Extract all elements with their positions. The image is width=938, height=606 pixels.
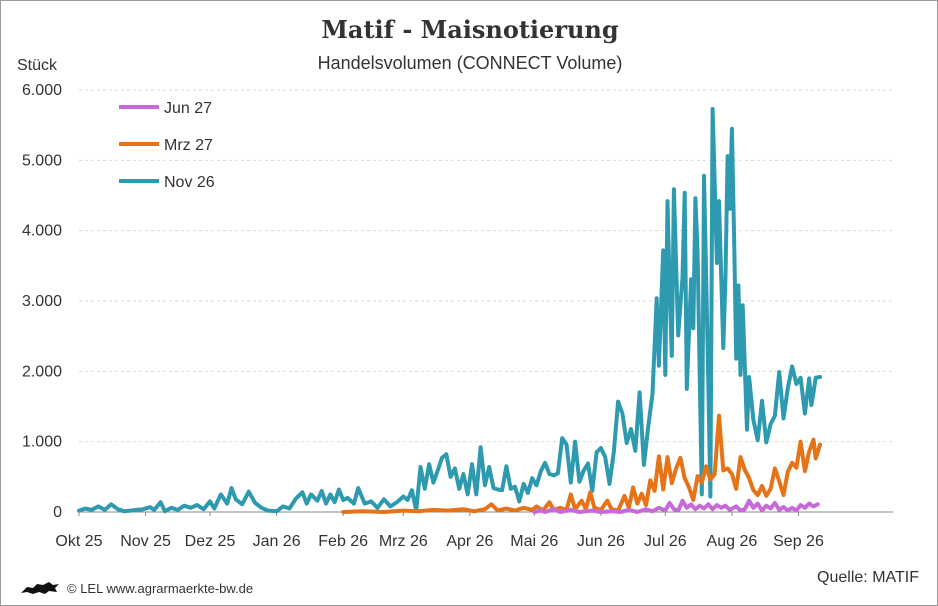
chart-subtitle: Handelsvolumen (CONNECT Volume) [317, 53, 623, 73]
x-tick-label: Dez 25 [185, 533, 236, 550]
x-tick-label: Okt 25 [55, 533, 102, 550]
y-tick-label: 6.000 [22, 82, 62, 99]
copyright-text: © LEL www.agrarmaerkte-bw.de [67, 580, 254, 596]
x-tick-label: Feb 26 [318, 533, 368, 550]
y-tick-labels: 0 1.000 2.000 3.000 4.000 5.000 6.000 [22, 82, 62, 521]
y-tick-label: 1.000 [22, 434, 62, 451]
x-tick-label: Mai 26 [510, 533, 558, 550]
footer-copyright: © LEL www.agrarmaerkte-bw.de [19, 579, 253, 597]
legend-label: Nov 26 [164, 174, 215, 191]
series-lines [77, 107, 822, 514]
legend-label: Mrz 27 [164, 137, 213, 154]
lion-logo-icon [21, 582, 59, 594]
source-label: Quelle: MATIF [817, 569, 919, 586]
x-tick-label: Sep 26 [773, 533, 824, 550]
y-tick-label: 5.000 [22, 152, 62, 169]
series-line-jun-27 [532, 498, 820, 514]
series-line-nov-26 [77, 107, 822, 514]
x-tick-label: Jul 26 [644, 533, 687, 550]
legend-label: Jun 27 [164, 100, 212, 117]
y-tick-label: 2.000 [22, 363, 62, 380]
chart-title: Matif - Maisnotierung [321, 15, 619, 44]
x-tick-label: Apr 26 [446, 533, 493, 550]
x-tick-labels: Okt 25 Nov 25 Dez 25 Jan 26 Feb 26 Mrz 26 Apr … [55, 533, 824, 550]
x-tick-label: Jan 26 [253, 533, 301, 550]
series-line-mrz-27 [341, 413, 822, 514]
y-tick-label: 0 [53, 504, 62, 521]
y-tick-label: 4.000 [22, 223, 62, 240]
legend: Jun 27 Mrz 27 Nov 26 [119, 100, 215, 191]
x-tick-label: Nov 25 [120, 533, 171, 550]
y-tick-label: 3.000 [22, 293, 62, 310]
x-tick-label: Mrz 26 [379, 533, 428, 550]
x-tick-label: Jun 26 [577, 533, 625, 550]
x-tick-label: Aug 26 [707, 533, 758, 550]
y-axis-label: Stück [17, 57, 58, 74]
